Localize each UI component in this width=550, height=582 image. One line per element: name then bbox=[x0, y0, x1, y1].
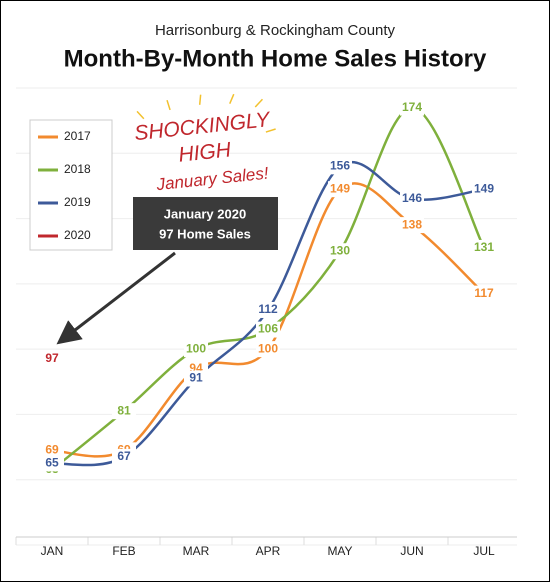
x-tick-label: FEB bbox=[112, 544, 135, 558]
data-label: 149 bbox=[330, 181, 350, 195]
data-label: 81 bbox=[117, 403, 131, 417]
data-label: 174 bbox=[402, 100, 422, 114]
data-label-bg bbox=[472, 285, 496, 302]
data-label-bg bbox=[400, 217, 424, 234]
data-label: 130 bbox=[330, 243, 350, 257]
x-tick-label: JAN bbox=[41, 544, 64, 558]
legend-label: 2017 bbox=[64, 129, 91, 143]
chart-subtitle: Harrisonburg & Rockingham County bbox=[155, 22, 396, 39]
data-label-bg bbox=[328, 158, 352, 175]
data-label-bg bbox=[184, 341, 208, 358]
data-label-bg bbox=[472, 239, 496, 256]
data-label-bg bbox=[256, 301, 280, 318]
data-label-bg bbox=[328, 243, 352, 260]
data-label: 131 bbox=[474, 240, 494, 254]
data-label-bg bbox=[184, 370, 208, 387]
data-label-bg bbox=[112, 448, 136, 465]
legend-label: 2020 bbox=[64, 228, 91, 242]
data-label-bg bbox=[256, 321, 280, 338]
data-label-bg bbox=[328, 181, 352, 198]
legend-label: 2019 bbox=[64, 195, 91, 209]
data-label-bg bbox=[400, 190, 424, 207]
x-tick-label: APR bbox=[256, 544, 281, 558]
chart-title: Month-By-Month Home Sales History bbox=[64, 45, 487, 72]
data-label: 100 bbox=[258, 341, 278, 355]
data-label: 69 bbox=[45, 443, 59, 457]
x-tick-label: MAY bbox=[327, 544, 352, 558]
x-tick-label: JUL bbox=[473, 544, 495, 558]
callout-box bbox=[133, 197, 278, 250]
data-label: 106 bbox=[258, 322, 278, 336]
data-label-bg bbox=[472, 181, 496, 198]
data-label: 112 bbox=[258, 302, 278, 316]
data-label-bg bbox=[400, 99, 424, 116]
data-label-bg bbox=[40, 442, 64, 459]
data-label-bg bbox=[40, 350, 64, 367]
data-label: 100 bbox=[186, 341, 206, 355]
x-tick-label: MAR bbox=[183, 544, 210, 558]
callout-text: January 2020 bbox=[164, 206, 246, 221]
data-label: 65 bbox=[45, 456, 59, 470]
x-tick-label: JUN bbox=[400, 544, 423, 558]
callout-text: 97 Home Sales bbox=[159, 226, 251, 241]
data-label: 146 bbox=[402, 191, 422, 205]
data-label: 91 bbox=[189, 371, 203, 385]
data-label: 67 bbox=[117, 449, 131, 463]
data-label: 97 bbox=[45, 351, 59, 365]
callout-arrow bbox=[56, 251, 176, 345]
data-label: 156 bbox=[330, 159, 350, 173]
data-label-bg bbox=[40, 455, 64, 472]
data-label: 138 bbox=[402, 217, 422, 231]
legend bbox=[29, 119, 113, 251]
data-label-bg bbox=[112, 403, 136, 420]
legend-label: 2018 bbox=[64, 162, 91, 176]
annotation-text: HIGH bbox=[177, 138, 232, 166]
data-label: 149 bbox=[474, 181, 494, 195]
data-label-bg bbox=[256, 341, 280, 358]
data-label: 117 bbox=[474, 286, 494, 300]
